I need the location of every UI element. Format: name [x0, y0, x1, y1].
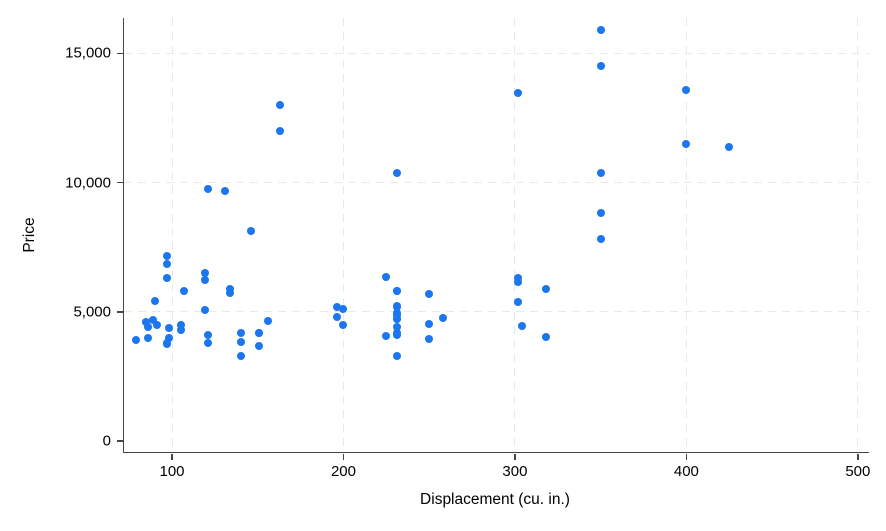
x-tick-label: 300: [502, 463, 528, 480]
gridline-vertical: [342, 18, 344, 452]
data-point: [541, 333, 550, 342]
x-tick-mark: [342, 453, 345, 460]
data-point: [200, 305, 209, 314]
data-point: [149, 315, 158, 324]
data-point: [255, 328, 264, 337]
gridline-vertical: [171, 18, 173, 452]
data-point: [596, 62, 605, 71]
data-point: [164, 323, 173, 332]
data-point: [144, 333, 152, 342]
x-tick-label: 500: [845, 463, 871, 480]
data-point: [541, 284, 550, 293]
data-point: [392, 302, 401, 310]
data-point: [276, 126, 285, 135]
data-point: [246, 226, 255, 235]
data-point: [132, 336, 140, 345]
data-point: [382, 332, 391, 341]
data-point: [425, 289, 434, 298]
plot-area: 100 200 300 400 500 0 5,000 10,000 15,000: [65, 18, 870, 480]
data-point: [438, 314, 447, 323]
y-tick-label: 10,000: [65, 174, 111, 192]
data-point: [176, 325, 185, 334]
data-point: [425, 320, 434, 329]
data-point: [725, 142, 734, 151]
gridline-vertical: [514, 18, 516, 452]
data-point: [236, 351, 245, 360]
y-tick-mark: [116, 311, 123, 313]
x-tick-mark: [857, 453, 859, 460]
data-point: [236, 338, 245, 347]
data-point: [392, 287, 401, 296]
x-tick-mark: [685, 453, 688, 460]
data-point: [152, 320, 161, 329]
data-point: [382, 273, 391, 282]
y-tick-mark: [116, 440, 123, 442]
data-point: [596, 25, 605, 34]
data-point: [392, 309, 401, 318]
data-point: [514, 297, 523, 306]
data-point: [236, 328, 245, 337]
y-tick-mark: [116, 52, 123, 55]
gridline-vertical: [685, 18, 687, 452]
data-point: [339, 305, 348, 314]
y-tick-mark: [116, 181, 123, 184]
data-point: [596, 234, 605, 243]
data-point: [162, 338, 171, 347]
data-point: [425, 334, 434, 343]
gridline-horizontal: [124, 182, 869, 184]
data-point: [204, 331, 213, 340]
data-point: [392, 328, 401, 337]
data-point: [226, 284, 235, 293]
x-tick-label: 200: [330, 463, 356, 480]
data-point: [392, 351, 401, 360]
data-point: [142, 318, 151, 327]
data-point: [164, 334, 173, 342]
data-point: [682, 85, 691, 94]
data-point: [162, 274, 171, 283]
data-point: [514, 88, 523, 97]
data-point: [162, 259, 171, 268]
data-point: [332, 302, 341, 311]
data-point: [392, 322, 401, 331]
x-tick-label: 400: [673, 463, 699, 480]
y-tick-label: 15,000: [65, 44, 111, 62]
data-point: [596, 168, 605, 177]
data-point: [226, 289, 235, 298]
y-tick-label: 5,000: [73, 303, 111, 321]
data-point: [339, 320, 348, 329]
x-tick-label: 100: [159, 463, 185, 480]
data-point: [200, 269, 209, 278]
data-point: [200, 275, 209, 284]
data-point: [162, 252, 171, 261]
data-point: [276, 101, 285, 110]
x-tick-mark: [171, 453, 173, 460]
gridline-vertical: [857, 18, 859, 452]
x-tick-mark: [514, 453, 516, 460]
data-point: [204, 185, 213, 194]
data-point: [596, 209, 605, 218]
data-point: [332, 312, 341, 321]
data-point: [255, 342, 264, 351]
data-point: [514, 274, 523, 283]
data-point: [392, 314, 401, 323]
gridline-horizontal: [124, 52, 869, 54]
data-point: [150, 297, 159, 306]
x-axis-title: Displacement (cu. in.): [420, 491, 570, 508]
data-point: [264, 316, 273, 325]
data-point: [176, 321, 185, 330]
y-tick-label: 0: [102, 432, 111, 450]
data-point: [221, 186, 230, 195]
data-point: [144, 322, 152, 331]
data-point: [180, 287, 188, 296]
data-point: [682, 139, 691, 148]
data-point: [517, 321, 526, 330]
data-point: [204, 338, 213, 347]
y-axis-title: Price: [21, 217, 38, 253]
gridline-horizontal: [124, 311, 869, 313]
data-point: [392, 168, 401, 177]
